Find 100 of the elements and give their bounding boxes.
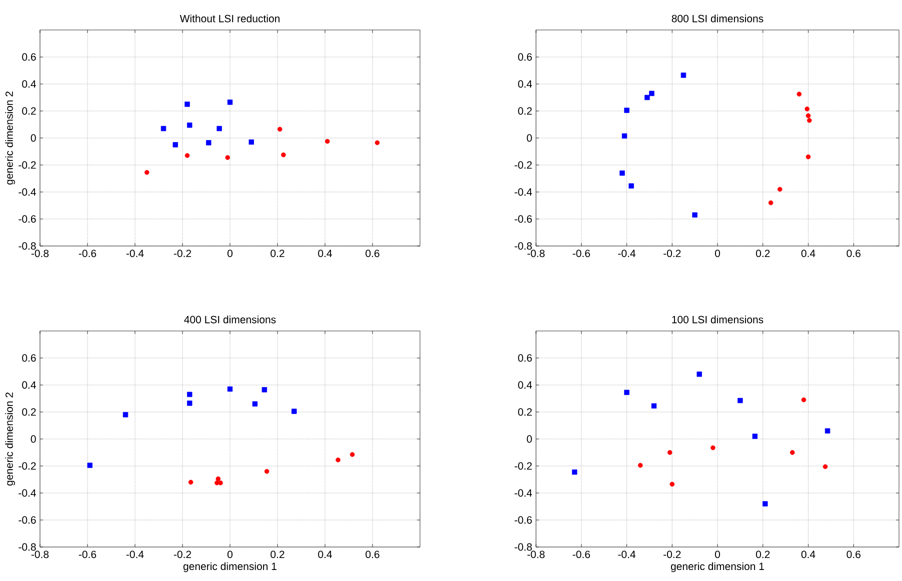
x-tick-label: 0.6 [846, 250, 860, 258]
point [796, 92, 802, 97]
chart-title: 800 LSI dimensions [672, 14, 764, 22]
y-tick-label: 0 [526, 435, 532, 443]
y-tick-label: -0.6 [514, 215, 532, 223]
y-tick-label: -0.6 [18, 215, 36, 223]
y-tick-label: 0.4 [518, 381, 532, 389]
y-tick-label: 0.6 [518, 354, 532, 362]
y-tick-label: -0.4 [514, 188, 532, 196]
point [624, 390, 630, 396]
point [122, 412, 128, 418]
x-tick-label: 0.6 [366, 550, 380, 558]
point [644, 94, 650, 100]
point [801, 397, 806, 402]
point [216, 126, 222, 132]
x-tick-label: -0.6 [572, 250, 590, 258]
y-axis-title: generic dimension 2 [5, 392, 16, 486]
x-tick-label: -0.2 [174, 250, 192, 258]
point [264, 468, 270, 474]
y-tick-label: 0 [30, 435, 36, 443]
point [324, 138, 330, 144]
point [187, 400, 192, 406]
y-tick-label: 0.4 [22, 80, 36, 88]
point [680, 72, 686, 78]
point [824, 428, 830, 434]
point [624, 108, 630, 113]
x-tick-label: -0.4 [126, 250, 144, 258]
point [649, 90, 654, 96]
point [806, 154, 811, 160]
y-axis-title: generic dimension 2 [5, 92, 15, 185]
point [336, 458, 340, 462]
y-tick-label: -0.8 [18, 543, 36, 551]
point [87, 462, 92, 468]
point [277, 126, 282, 132]
x-tick-label: 0 [714, 250, 720, 258]
y-tick-label: -0.2 [514, 462, 532, 470]
x-tick-label: -0.6 [572, 550, 590, 558]
point [738, 398, 743, 404]
point [667, 450, 672, 455]
chart-title: 400 LSI dimensions [184, 316, 276, 324]
y-tick-label: -0.6 [514, 516, 532, 524]
point [225, 155, 230, 160]
point [227, 386, 233, 392]
x-tick-label: -0.4 [618, 550, 636, 558]
x-tick-label: 0.2 [756, 250, 770, 258]
point [187, 392, 192, 398]
y-tick-label: -0.4 [18, 489, 36, 497]
x-tick-label: 0.2 [270, 250, 284, 258]
y-tick-label: 0 [526, 134, 532, 142]
point [768, 200, 774, 206]
point [638, 462, 643, 468]
point [292, 408, 297, 414]
point [651, 403, 657, 409]
x-tick-label: 0.4 [318, 550, 332, 558]
point [262, 387, 268, 392]
chart-title: 100 LSI dimensions [672, 316, 764, 324]
y-tick-label: 0.2 [22, 107, 36, 115]
y-tick-label: 0.6 [518, 53, 532, 61]
point [752, 434, 758, 439]
x-tick-label: 0 [227, 250, 233, 258]
x-tick-label: -0.6 [78, 250, 96, 258]
point [187, 122, 192, 128]
point [710, 445, 716, 450]
y-tick-label: 0.4 [518, 80, 532, 88]
point [622, 133, 628, 139]
point [188, 480, 194, 485]
x-tick-label: 0.4 [801, 550, 816, 558]
point [218, 480, 223, 486]
x-tick-label: 0.6 [366, 250, 380, 258]
point [252, 401, 258, 406]
x-tick-label: 0 [714, 550, 720, 558]
y-tick-label: -0.2 [514, 161, 532, 169]
point [806, 113, 811, 118]
y-tick-label: -0.4 [18, 188, 36, 196]
x-tick-label: -0.4 [618, 250, 636, 258]
point [620, 170, 625, 176]
point [281, 152, 286, 158]
point [350, 452, 355, 457]
y-tick-label: -0.6 [18, 516, 36, 524]
point [572, 469, 578, 475]
y-tick-label: -0.2 [18, 161, 36, 169]
y-tick-label: 0.4 [22, 381, 36, 389]
x-tick-label: -0.2 [664, 550, 681, 558]
x-tick-label: -0.2 [664, 250, 681, 258]
x-tick-label: 0.6 [846, 550, 860, 558]
x-tick-label: 0.4 [801, 250, 816, 258]
point [184, 102, 190, 107]
y-tick-label: -0.8 [514, 242, 532, 250]
y-tick-label: -0.8 [18, 242, 36, 250]
y-tick-label: 0 [30, 134, 36, 142]
point [762, 501, 768, 506]
point [822, 464, 828, 470]
point [216, 476, 221, 482]
y-tick-label: -0.8 [514, 543, 532, 551]
x-axis-title: generic dimension 1 [670, 562, 764, 572]
point [160, 126, 166, 132]
x-tick-label: -0.6 [78, 550, 96, 558]
point [628, 183, 634, 189]
point [777, 186, 782, 192]
y-tick-label: 0.6 [22, 354, 36, 362]
